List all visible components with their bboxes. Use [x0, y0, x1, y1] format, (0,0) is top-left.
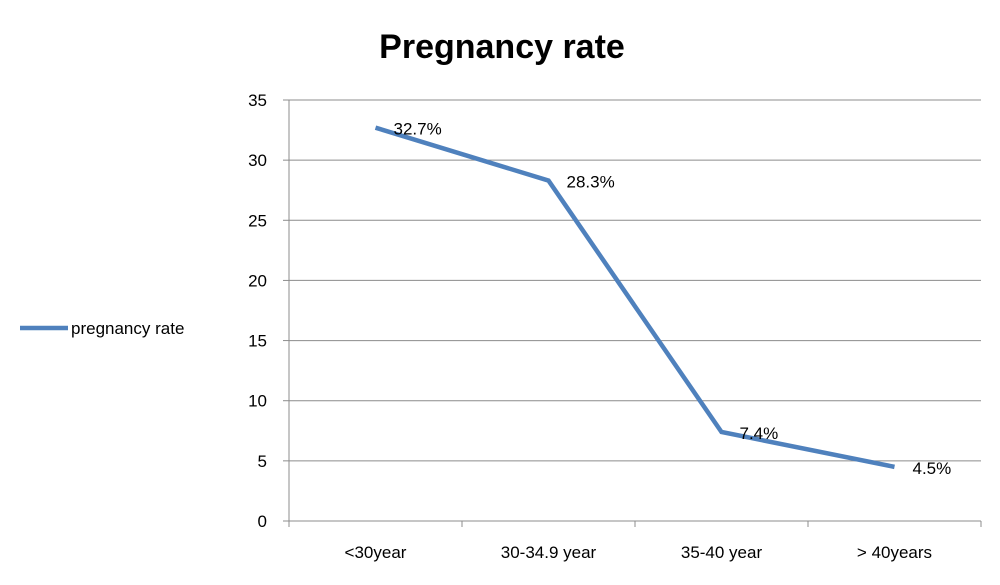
- y-tick-label: 5: [258, 452, 267, 471]
- legend-label: pregnancy rate: [71, 319, 184, 338]
- x-category-label: <30year: [345, 543, 407, 562]
- series-layer: [374, 125, 895, 470]
- chart-title: Pregnancy rate: [379, 28, 625, 66]
- data-label: 4.5%: [913, 459, 952, 478]
- y-tick-label: 15: [248, 332, 267, 351]
- x-category-label: 30-34.9 year: [501, 543, 597, 562]
- x-category-label: 35-40 year: [681, 543, 763, 562]
- y-tick-label: 20: [248, 271, 267, 290]
- y-axis-ticks: 0 5 10 15 20 25 30 35: [248, 91, 267, 531]
- legend: pregnancy rate: [20, 319, 184, 338]
- data-label: 7.4%: [740, 424, 779, 443]
- y-tick-label: 35: [248, 91, 267, 110]
- data-labels: 32.7% 28.3% 7.4% 4.5%: [394, 120, 952, 478]
- y-tick-label: 0: [258, 512, 267, 531]
- gridlines: [289, 99, 981, 462]
- series-line: [374, 125, 895, 470]
- x-category-label: > 40years: [857, 543, 932, 562]
- y-tick-label: 10: [248, 392, 267, 411]
- data-label: 32.7%: [394, 120, 442, 139]
- x-axis-categories: <30year 30-34.9 year 35-40 year > 40years: [345, 543, 933, 562]
- axes: [283, 99, 982, 527]
- y-tick-label: 25: [248, 211, 267, 230]
- y-tick-label: 30: [248, 151, 267, 170]
- data-label: 28.3%: [567, 173, 615, 192]
